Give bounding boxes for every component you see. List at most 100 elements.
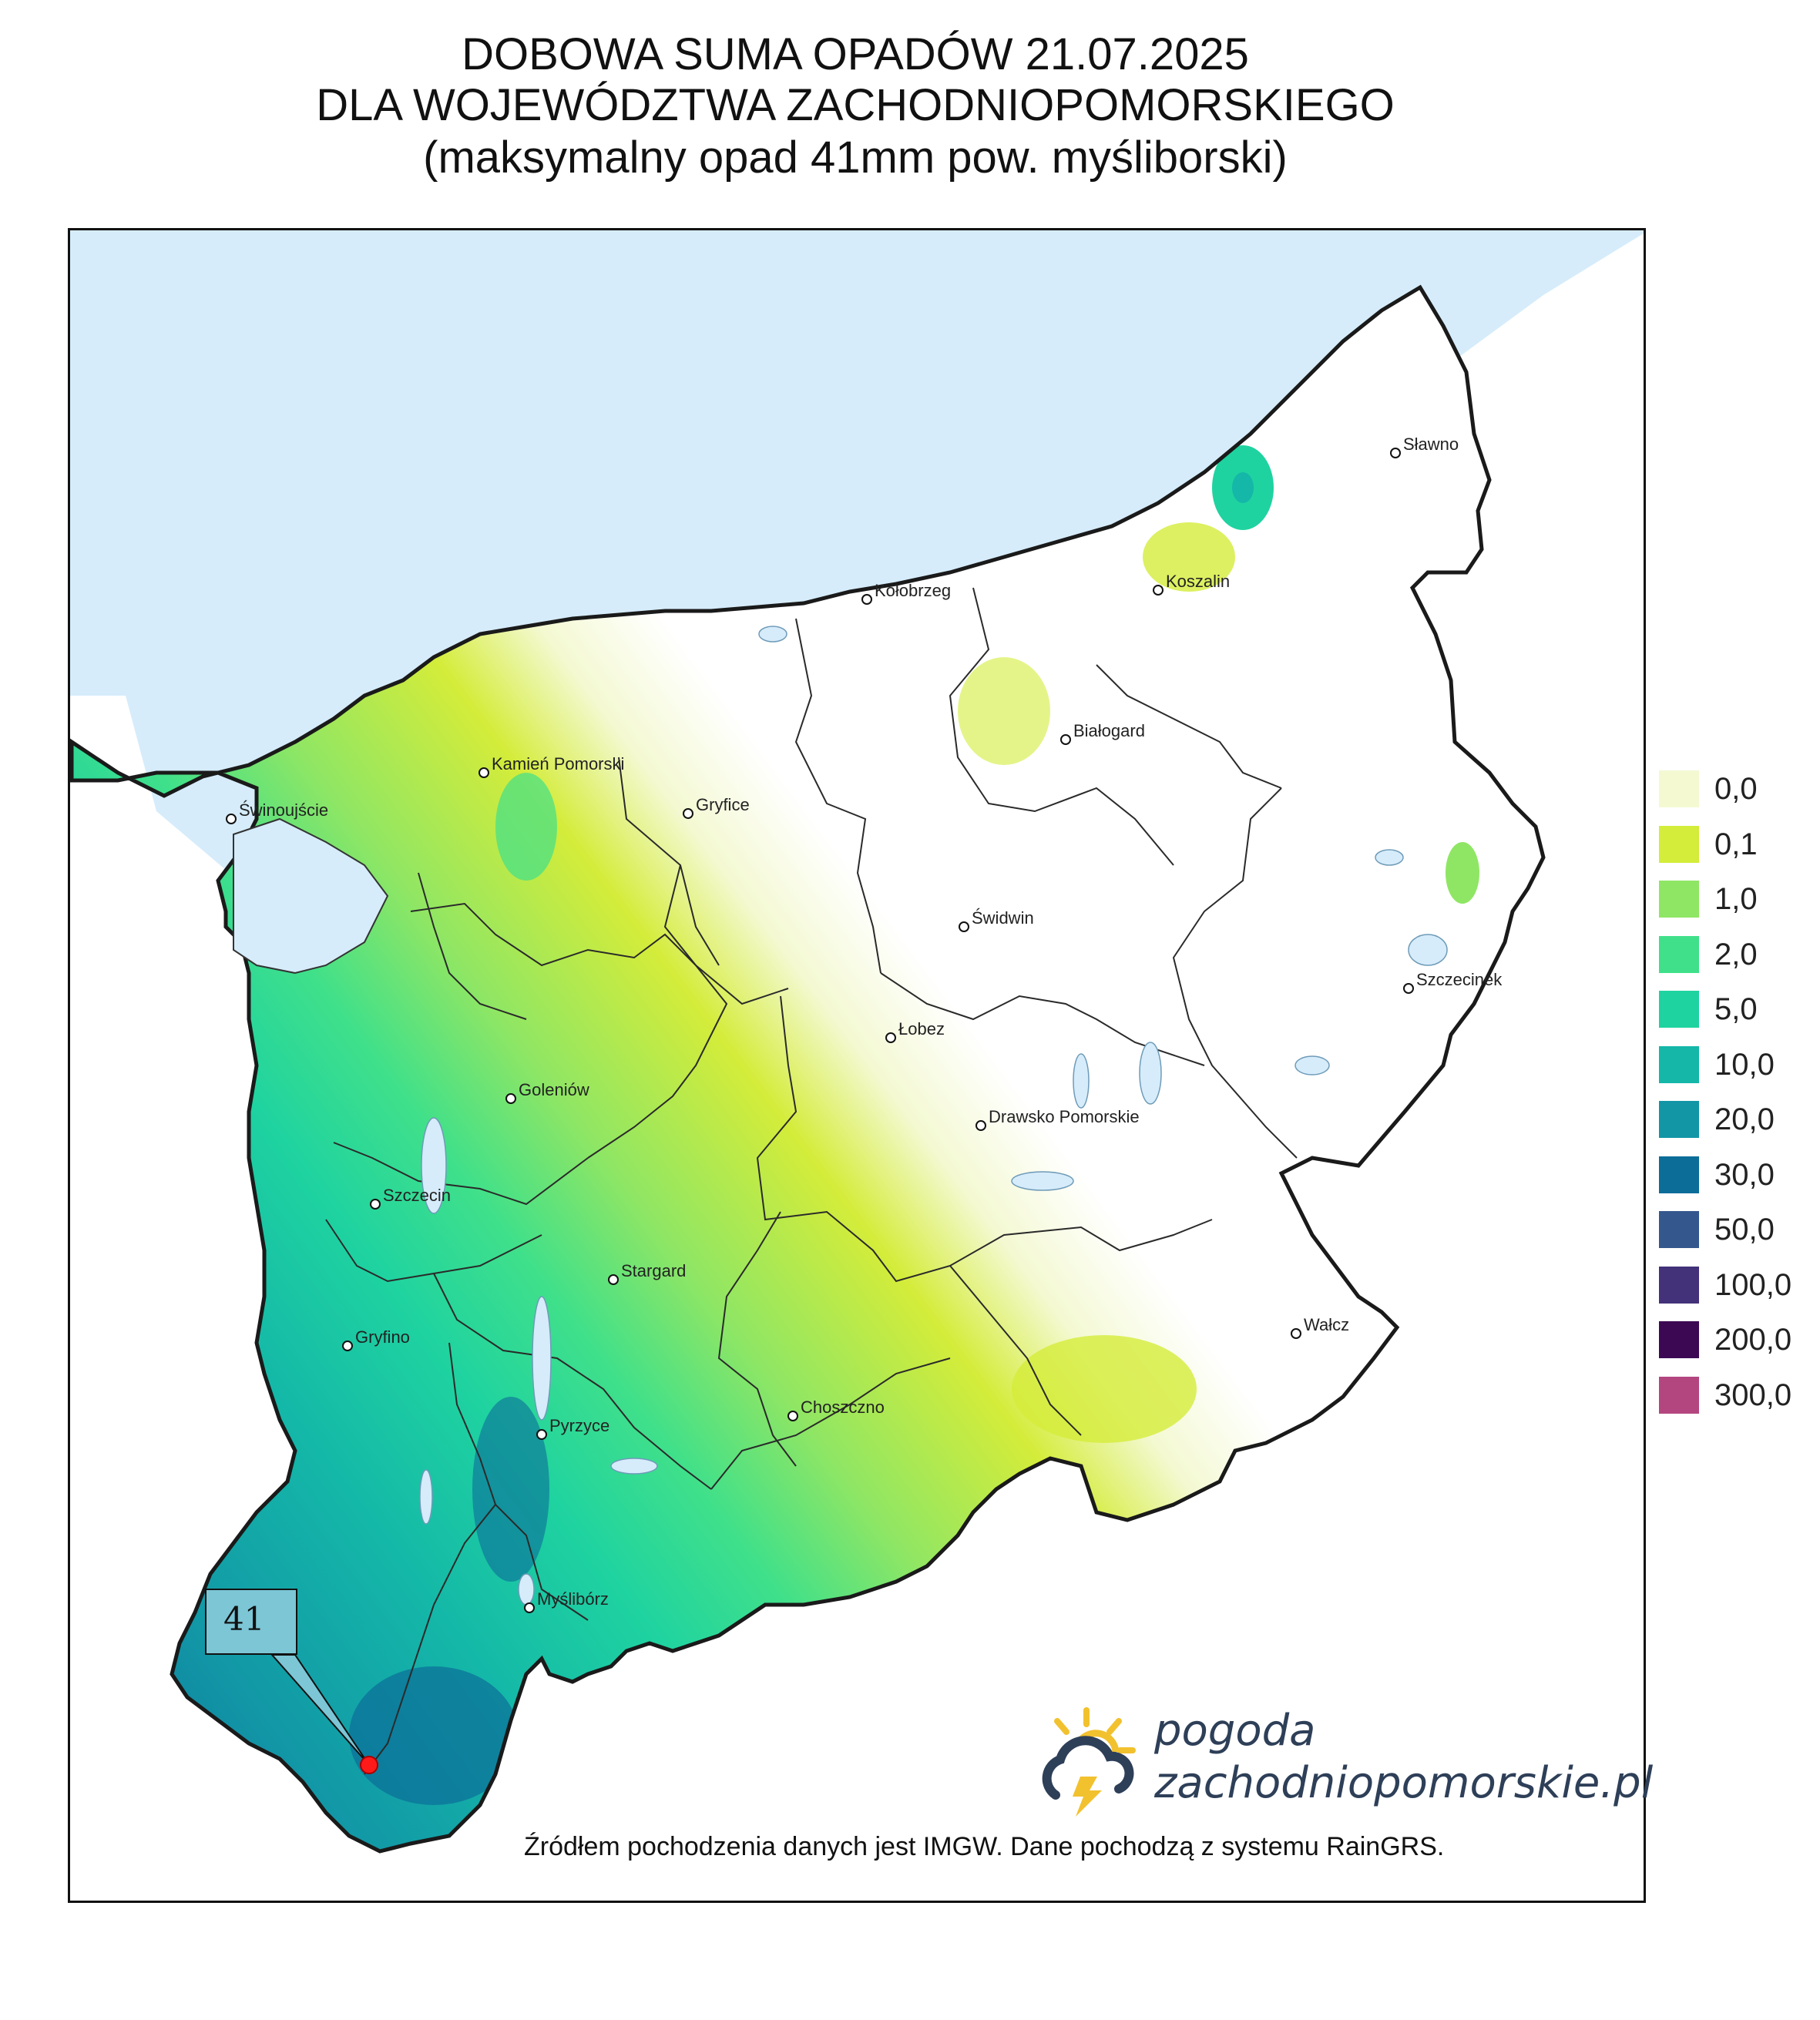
city-label: Wałcz (1304, 1315, 1349, 1334)
legend-swatch (1659, 881, 1699, 918)
city-dot (787, 1411, 798, 1421)
city-label: Szczecinek (1416, 970, 1503, 989)
source-note: Źródłem pochodzenia danych jest IMGW. Da… (524, 1832, 1445, 1861)
legend-swatch (1659, 770, 1699, 807)
city-marker: Szczecin (370, 1186, 451, 1210)
legend-label: 10,0 (1714, 1047, 1775, 1082)
city-marker: Szczecinek (1403, 970, 1503, 994)
legend-label: 20,0 (1714, 1102, 1775, 1136)
legend-swatch (1659, 1045, 1699, 1083)
city-marker: Drawsko Pomorskie (975, 1107, 1140, 1131)
city-marker: Kołobrzeg (861, 581, 951, 605)
city-dot (975, 1120, 986, 1131)
city-label: Szczecin (383, 1186, 451, 1205)
legend-swatch (1659, 991, 1699, 1028)
city-dot (1060, 734, 1071, 745)
legend-swatch (1659, 935, 1699, 973)
legend-label: 200,0 (1714, 1323, 1792, 1357)
city-label: Myślibórz (537, 1589, 609, 1609)
city-dot (885, 1032, 896, 1043)
city-dot (342, 1341, 353, 1351)
city-marker: Pyrzyce (536, 1416, 609, 1440)
city-dot (1291, 1328, 1301, 1339)
city-dot (1153, 585, 1164, 596)
city-dot (1403, 983, 1414, 994)
legend-item: 10,0 (1659, 1045, 1820, 1085)
city-label: Choszczno (801, 1398, 885, 1417)
legend-label: 0,1 (1714, 827, 1758, 861)
city-marker: Białogard (1060, 721, 1145, 745)
map-title-line1: DOBOWA SUMA OPADÓW 21.07.2025 (462, 29, 1249, 79)
legend-label: 50,0 (1714, 1213, 1775, 1247)
city-label: Kołobrzeg (875, 581, 951, 600)
city-marker: Świdwin (959, 908, 1034, 932)
legend-item: 100,0 (1659, 1266, 1820, 1305)
city-marker: Goleniów (505, 1080, 589, 1104)
city-label: Łobez (898, 1019, 945, 1039)
city-dot (505, 1093, 516, 1104)
city-label: Pyrzyce (549, 1416, 609, 1435)
city-label: Świdwin (972, 908, 1034, 928)
city-dot (608, 1274, 619, 1285)
city-marker: Sławno (1390, 435, 1459, 458)
max-precip-value: 41 (223, 1600, 265, 1638)
city-marker: Świnoujście (226, 800, 328, 824)
legend-label: 30,0 (1714, 1157, 1775, 1192)
legend-item: 5,0 (1659, 991, 1820, 1029)
legend-label: 100,0 (1714, 1267, 1792, 1302)
city-label: Gryfice (696, 795, 750, 814)
city-dot (683, 808, 693, 819)
legend-swatch (1659, 1321, 1699, 1358)
legend-swatch (1659, 1266, 1699, 1304)
city-marker: Gryfino (342, 1327, 410, 1351)
city-marker: Koszalin (1153, 572, 1230, 596)
city-marker: Myślibórz (524, 1589, 609, 1613)
city-marker: Wałcz (1291, 1315, 1349, 1339)
logo-text-pogoda: pogoda (1154, 1706, 1316, 1756)
city-marker: Choszczno (787, 1398, 885, 1421)
legend-label: 5,0 (1714, 992, 1758, 1026)
city-marker: Kamień Pomorski (479, 754, 624, 778)
legend-item: 200,0 (1659, 1321, 1820, 1360)
legend-swatch (1659, 1376, 1699, 1414)
city-label: Białogard (1073, 721, 1145, 740)
city-label: Stargard (621, 1261, 686, 1280)
legend-item: 1,0 (1659, 881, 1820, 919)
pogoda-logo-icon (1042, 1707, 1136, 1817)
city-dot (536, 1429, 547, 1440)
legend-item: 0,1 (1659, 825, 1820, 864)
city-label: Drawsko Pomorskie (989, 1107, 1140, 1126)
city-dot (959, 921, 969, 932)
city-dot (370, 1199, 381, 1210)
city-marker: Łobez (885, 1019, 945, 1043)
city-label: Gryfino (355, 1327, 410, 1347)
city-label: Koszalin (1166, 572, 1230, 591)
city-dot (226, 814, 237, 824)
county-borders (325, 587, 1298, 1775)
city-label: Świnoujście (239, 800, 328, 820)
legend-label: 1,0 (1714, 882, 1758, 916)
city-label: Kamień Pomorski (492, 754, 624, 773)
legend-item: 30,0 (1659, 1156, 1820, 1195)
lakes (419, 626, 1448, 1606)
legend-label: 2,0 (1714, 937, 1758, 971)
legend-swatch (1659, 1101, 1699, 1138)
city-dot (861, 594, 872, 605)
legend-item: 2,0 (1659, 935, 1820, 975)
precipitation-map: Sławno Koszalin Kołobrzeg Białogard Kamień P… (68, 228, 1646, 1903)
city-dot (1390, 448, 1401, 458)
city-dot (479, 767, 489, 778)
city-label: Sławno (1403, 435, 1459, 454)
map-title-line2: DLA WOJEWÓDZTWA ZACHODNIOPOMORSKIEGO (316, 80, 1395, 130)
legend-item: 300,0 (1659, 1376, 1820, 1415)
logo-text-domain: zachodniopomorskie.pl (1154, 1758, 1654, 1808)
city-marker: Stargard (608, 1261, 686, 1285)
city-markers: Sławno Koszalin Kołobrzeg Białogard Kamień P… (226, 435, 1503, 1613)
legend-label: 300,0 (1714, 1377, 1792, 1412)
legend-label: 0,0 (1714, 772, 1758, 806)
legend-swatch (1659, 1211, 1699, 1248)
city-dot (524, 1602, 535, 1613)
max-precip-callout (205, 1589, 378, 1774)
city-marker: Gryfice (683, 795, 750, 819)
legend-item: 50,0 (1659, 1211, 1820, 1250)
